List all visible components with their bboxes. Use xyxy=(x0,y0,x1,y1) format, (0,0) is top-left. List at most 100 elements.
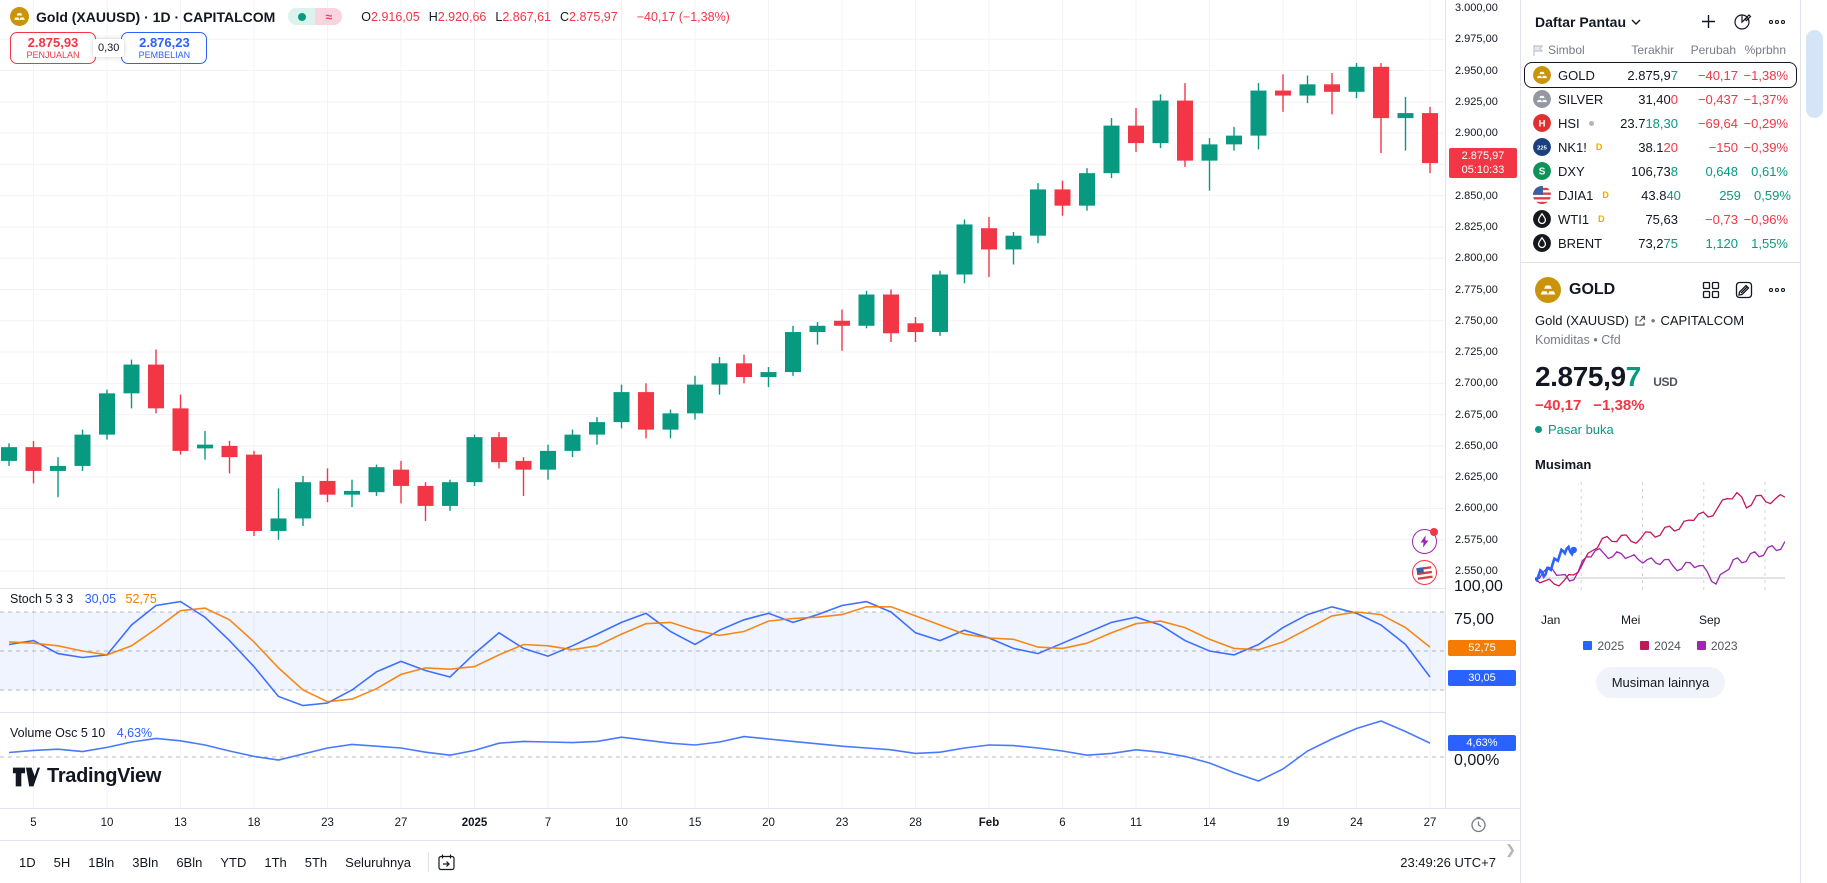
more-seasonals-button[interactable]: Musiman lainnya xyxy=(1595,667,1726,698)
candle[interactable] xyxy=(1299,75,1316,104)
candle[interactable] xyxy=(883,289,899,343)
candle[interactable] xyxy=(197,430,213,460)
heatmap-edit-icon[interactable] xyxy=(1733,12,1752,31)
candle[interactable] xyxy=(1177,83,1193,167)
candle[interactable] xyxy=(932,270,948,336)
candle[interactable] xyxy=(1,443,17,466)
watchlist-row-wti1[interactable]: WTI1 D 75,63 −0,73 −0,96% xyxy=(1525,207,1796,231)
stoch-legend[interactable]: Stoch 5 3 3 30,05 52,75 xyxy=(10,592,157,606)
legend-item-2024[interactable]: 2024 xyxy=(1640,639,1681,653)
tradingview-logo[interactable]: TradingView xyxy=(12,765,161,788)
range-button-5th[interactable]: 5Th xyxy=(304,854,328,870)
candle[interactable] xyxy=(491,432,507,469)
timezone-clock-icon[interactable] xyxy=(1470,816,1488,834)
session-clock[interactable]: 23:49:26 UTC+7 xyxy=(1400,854,1496,870)
candle[interactable] xyxy=(1397,96,1414,151)
candle[interactable] xyxy=(123,359,140,409)
candle[interactable] xyxy=(589,417,605,445)
watchlist-more-icon[interactable] xyxy=(1767,12,1786,31)
candle[interactable] xyxy=(1079,168,1095,211)
range-button-5h[interactable]: 5H xyxy=(53,854,71,870)
price-axis[interactable]: 3.000,00 2.975,00 2.950,00 2.925,00 2.900,00… xyxy=(1445,0,1520,808)
detail-symbol-fullname[interactable]: Gold (XAUUSD) xyxy=(1535,313,1629,328)
candle[interactable] xyxy=(687,375,703,420)
candle[interactable] xyxy=(956,219,973,284)
volume-osc-pane[interactable] xyxy=(0,712,1445,808)
watchlist-row-nk1[interactable]: 225 NK1! D 38.120 −150 −0,39% xyxy=(1525,135,1796,159)
candle[interactable] xyxy=(393,460,409,504)
candle[interactable] xyxy=(515,457,532,496)
candle[interactable] xyxy=(1201,138,1218,191)
candle[interactable] xyxy=(981,216,997,277)
detail-more-icon[interactable] xyxy=(1767,281,1786,300)
candle[interactable] xyxy=(319,468,336,503)
candle[interactable] xyxy=(1152,94,1169,149)
range-button-1th[interactable]: 1Th xyxy=(264,854,287,870)
range-button-1d[interactable]: 1D xyxy=(19,854,36,870)
external-link-icon[interactable] xyxy=(1634,315,1646,327)
wave-toggle[interactable]: ≈ xyxy=(315,8,343,25)
time-axis[interactable]: 5 10 13 18 23 27 2025 7 10 15 20 23 28 Feb 6 11 14 19 24 27 xyxy=(0,808,1520,840)
layout-grid-icon[interactable] xyxy=(1701,281,1720,300)
edit-note-icon[interactable] xyxy=(1734,281,1753,300)
candle[interactable] xyxy=(613,384,630,429)
candle[interactable] xyxy=(344,479,360,508)
candle[interactable] xyxy=(1128,108,1144,152)
candle[interactable] xyxy=(1226,126,1242,151)
watchlist-row-silver[interactable]: SILVER 31,400 −0,437 −1,37% xyxy=(1525,87,1796,111)
watchlist-row-djia1[interactable]: DJIA1 D 43.840 259 0,59% xyxy=(1525,183,1796,207)
range-button-seluruhnya[interactable]: Seluruhnya xyxy=(345,854,411,870)
market-status-toggle[interactable] xyxy=(288,8,316,25)
candle[interactable] xyxy=(1103,118,1120,179)
candle[interactable] xyxy=(1005,231,1022,265)
candle[interactable] xyxy=(1250,83,1267,150)
candle[interactable] xyxy=(74,429,91,471)
candle[interactable] xyxy=(270,488,287,540)
candle[interactable] xyxy=(809,322,826,345)
candle[interactable] xyxy=(1054,180,1071,216)
watchlist-row-hsi[interactable]: H HSI 23.718,30 −69,64 −0,29% xyxy=(1525,111,1796,135)
candle[interactable] xyxy=(368,464,385,496)
candle[interactable] xyxy=(1348,63,1365,99)
candle[interactable] xyxy=(466,434,483,486)
range-button-ytd[interactable]: YTD xyxy=(220,854,247,870)
candlestick-chart[interactable] xyxy=(0,0,1445,588)
candle[interactable] xyxy=(25,440,42,484)
panel-collapse-chevron-icon[interactable]: ❯ xyxy=(1505,842,1516,857)
candle[interactable] xyxy=(760,367,777,388)
events-lightning-icon[interactable] xyxy=(1412,528,1438,554)
candle[interactable] xyxy=(736,354,752,384)
candle[interactable] xyxy=(442,479,458,511)
watchlist-title-menu[interactable]: Daftar Pantau xyxy=(1535,14,1641,30)
candle[interactable] xyxy=(295,475,311,526)
candle[interactable] xyxy=(221,440,238,474)
candle[interactable] xyxy=(246,450,262,536)
watchlist-tab-pill[interactable] xyxy=(1805,30,1823,118)
seasonal-chart[interactable] xyxy=(1521,476,1800,611)
economic-calendar-flag-icon[interactable] xyxy=(1412,560,1437,585)
stochastic-pane[interactable] xyxy=(0,588,1445,712)
symbol-title[interactable]: Gold (XAUUSD) · 1D · CAPITALCOM xyxy=(36,8,276,25)
pane-divider[interactable] xyxy=(0,588,1520,589)
candle[interactable] xyxy=(711,357,728,395)
candle[interactable] xyxy=(858,290,875,329)
watchlist-row-gold[interactable]: GOLD 2.875,97 −40,17 −1,38% xyxy=(1524,62,1797,88)
candle[interactable] xyxy=(907,317,924,343)
pane-divider[interactable] xyxy=(0,712,1520,713)
candle[interactable] xyxy=(1030,183,1046,244)
legend-item-2025[interactable]: 2025 xyxy=(1583,639,1624,653)
candle[interactable] xyxy=(1373,63,1389,154)
candle[interactable] xyxy=(662,409,679,439)
range-button-3bln[interactable]: 3Bln xyxy=(132,854,159,870)
watchlist-column-headers[interactable]: Simbol Terakhir Perubah %prbhn xyxy=(1521,40,1800,63)
watchlist-row-brent[interactable]: BRENT 73,275 1,120 1,55% xyxy=(1525,231,1796,255)
candle[interactable] xyxy=(540,444,556,480)
buy-button[interactable]: 2.876,23 PEMBELIAN xyxy=(121,32,208,64)
candle[interactable] xyxy=(834,309,850,351)
candle[interactable] xyxy=(638,383,654,439)
candle[interactable] xyxy=(564,429,581,458)
range-button-1bln[interactable]: 1Bln xyxy=(88,854,115,870)
candle[interactable] xyxy=(1324,73,1340,115)
range-button-6bln[interactable]: 6Bln xyxy=(176,854,203,870)
sell-button[interactable]: 2.875,93 PENJUALAN xyxy=(10,32,96,64)
